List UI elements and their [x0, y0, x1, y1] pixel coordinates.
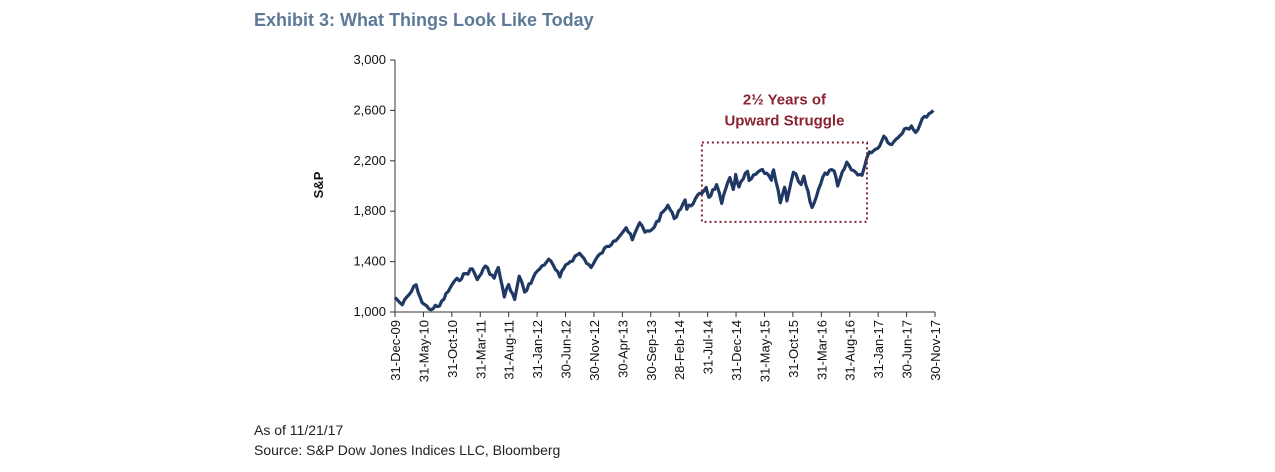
y-tick-label: 3,000 [353, 52, 386, 67]
annotation-text: Upward Struggle [724, 113, 844, 130]
x-tick-label: 30-Jun-12 [559, 320, 574, 379]
x-tick-label: 31-Oct-15 [786, 320, 801, 378]
y-tick-label: 1,800 [353, 203, 386, 218]
x-tick-label: 30-Nov-12 [587, 320, 602, 381]
y-axis-label: S&P [311, 171, 326, 198]
annotation-layer: 2½ Years of Upward Struggle [700, 92, 869, 223]
chart-title: Exhibit 3: What Things Look Like Today [254, 10, 594, 30]
series-layer [393, 109, 935, 312]
x-tick-label: 31-Jul-14 [701, 320, 716, 374]
y-tick-label: 2,600 [353, 102, 386, 117]
sp-price-line [393, 109, 935, 312]
as-of-date: As of 11/21/17 [254, 422, 344, 438]
x-tick-label: 31-May-15 [757, 320, 772, 382]
x-tick-label: 31-Dec-14 [729, 320, 744, 381]
x-tick-label: 31-Jan-12 [530, 320, 545, 379]
line-chart: 1,000 1,400 1,800 2,200 2,600 3,000 31-Dec-09… [311, 52, 943, 382]
y-tick-label: 2,200 [353, 153, 386, 168]
y-axis: 1,000 1,400 1,800 2,200 2,600 3,000 [353, 52, 396, 319]
annotation-text: 2½ Years of [743, 92, 827, 109]
x-tick-label: 31-Jan-17 [871, 320, 886, 379]
footnote: As of 11/21/17 Source: S&P Dow Jones Ind… [254, 420, 560, 460]
x-tick-label: 31-May-10 [416, 320, 431, 382]
x-tick-label: 30-Sep-13 [644, 320, 659, 381]
x-tick-label: 31-Aug-16 [843, 320, 858, 381]
x-tick-label: 31-Mar-16 [814, 320, 829, 380]
x-tick-label: 30-Nov-17 [928, 320, 943, 381]
x-tick-label: 30-Jun-17 [900, 320, 915, 379]
source-note: Source: S&P Dow Jones Indices LLC, Bloom… [254, 442, 561, 458]
x-tick-label: 28-Feb-14 [672, 320, 687, 380]
x-axis: 31-Dec-09 31-May-10 31-Oct-10 31-Mar-11 31-A… [388, 311, 943, 382]
x-tick-label: 31-Oct-10 [445, 320, 460, 378]
y-tick-label: 1,400 [353, 254, 386, 269]
x-tick-label: 31-Dec-09 [388, 320, 403, 381]
x-tick-label: 31-Aug-11 [502, 320, 517, 380]
x-tick-label: 31-Mar-11 [473, 320, 488, 379]
x-tick-label: 30-Apr-13 [615, 320, 630, 378]
y-tick-label: 1,000 [353, 304, 386, 319]
